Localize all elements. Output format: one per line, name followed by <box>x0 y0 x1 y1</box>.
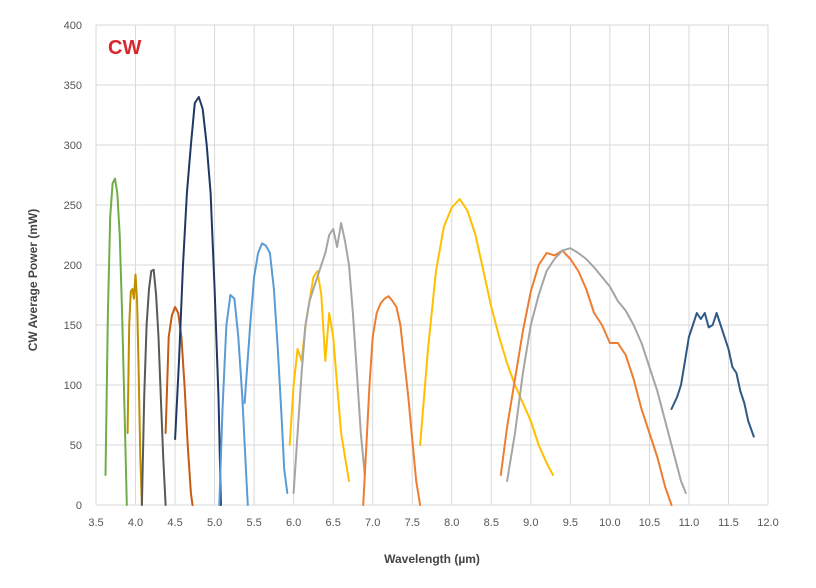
y-axis-title: CW Average Power (mW) <box>26 209 40 351</box>
x-tick-label: 8.0 <box>444 517 459 529</box>
x-tick-label: 11.5 <box>718 517 739 529</box>
series-line-2 <box>126 273 143 506</box>
series-line-12 <box>499 249 673 506</box>
series-line-8 <box>288 270 350 482</box>
x-tick-label: 4.0 <box>128 517 143 529</box>
series-line-5 <box>174 96 222 506</box>
x-tick-label: 5.0 <box>207 517 222 529</box>
x-tick-label: 6.5 <box>326 517 341 529</box>
x-tick-label: 8.5 <box>484 517 499 529</box>
series-line-11 <box>419 198 554 476</box>
x-axis-title: Wavelength (µm) <box>384 552 480 566</box>
y-tick-label: 50 <box>70 440 82 452</box>
chart-title: CW <box>108 37 141 59</box>
y-tick-label: 200 <box>64 260 82 272</box>
x-tick-label: 9.0 <box>523 517 538 529</box>
x-tick-label: 10.0 <box>599 517 620 529</box>
y-tick-label: 250 <box>64 200 82 212</box>
x-tick-label: 6.0 <box>286 517 301 529</box>
x-tick-label: 5.5 <box>246 517 261 529</box>
tick-labels: 3.5 4.0 4.5 5.0 5.5 6.0 6.5 7.0 7.5 8.0 8.5 9.0 9.5 1… <box>64 20 779 529</box>
y-tick-label: 400 <box>64 20 82 32</box>
x-tick-label: 11.0 <box>679 517 700 529</box>
y-tick-label: 150 <box>64 320 82 332</box>
series-line-1 <box>104 177 128 506</box>
series-line-13 <box>506 247 687 494</box>
x-tick-label: 7.0 <box>365 517 380 529</box>
x-tick-label: 10.5 <box>639 517 660 529</box>
series-line-10 <box>362 295 422 506</box>
series-line-3 <box>140 268 167 506</box>
series-line-6 <box>218 294 249 506</box>
x-tick-label: 9.5 <box>563 517 578 529</box>
y-tick-label: 300 <box>64 140 82 152</box>
x-tick-label: 4.5 <box>167 517 182 529</box>
y-tick-label: 0 <box>76 500 82 512</box>
x-tick-label: 7.5 <box>405 517 420 529</box>
y-tick-label: 100 <box>64 380 82 392</box>
x-tick-label: 12.0 <box>757 517 778 529</box>
y-tick-label: 350 <box>64 80 82 92</box>
x-tick-label: 3.5 <box>88 517 103 529</box>
series-line-7 <box>243 242 289 494</box>
series-line-9 <box>292 222 366 494</box>
data-series <box>104 96 755 506</box>
gridlines <box>95 24 769 506</box>
series-line-14 <box>670 312 755 438</box>
